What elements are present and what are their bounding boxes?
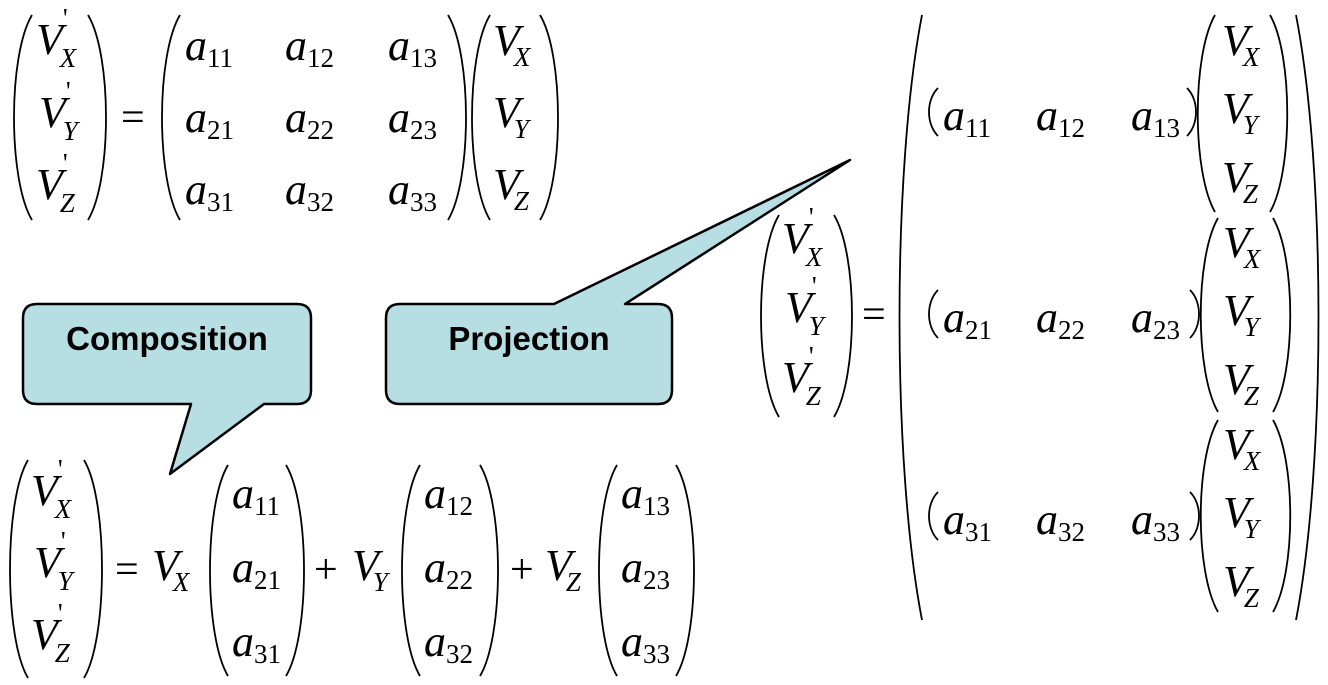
a13: a13 <box>1131 91 1180 143</box>
left-paren <box>161 14 181 221</box>
a13: a13 <box>621 469 670 521</box>
left-paren <box>471 14 491 221</box>
a23: a23 <box>1131 293 1180 345</box>
v-prime-y: V' Y <box>39 76 81 146</box>
right-paren <box>87 14 107 221</box>
a13: a13 <box>388 21 437 73</box>
v3-left-paren <box>1199 419 1219 613</box>
a33: a33 <box>621 617 670 669</box>
v-prime-z: V' Z <box>31 598 71 668</box>
v-prime-z: V' Z <box>782 341 822 411</box>
v-prime-y: V' Y <box>34 526 76 596</box>
composition-callout <box>21 302 313 476</box>
a11: a11 <box>232 469 280 521</box>
v-z-coefficient: VZ <box>545 541 582 597</box>
v-x: VX <box>1222 16 1261 72</box>
a21: a21 <box>943 293 992 345</box>
equals-sign: = <box>115 547 139 593</box>
equation-composition: V' X V' Y V' Z = VX a11 a21 a31 + VY a12 a2… <box>9 454 695 679</box>
v-y: VY <box>493 88 532 144</box>
a12: a12 <box>285 21 334 73</box>
a31: a31 <box>185 165 234 217</box>
a21: a21 <box>185 93 234 145</box>
right-paren <box>479 464 499 677</box>
a12: a12 <box>1036 91 1085 143</box>
v-z: VZ <box>1223 355 1260 411</box>
composition-label: Composition <box>66 320 268 357</box>
a22: a22 <box>285 93 334 145</box>
v-x-coefficient: VX <box>152 541 191 597</box>
left-paren <box>598 464 618 677</box>
v-z: VZ <box>1223 557 1260 613</box>
a33: a33 <box>1131 495 1180 547</box>
projection-callout <box>384 158 852 406</box>
v1-left-paren <box>1196 14 1216 213</box>
right-paren <box>675 464 695 677</box>
a31: a31 <box>943 495 992 547</box>
v-prime-x: V' X <box>36 3 78 73</box>
left-paren <box>13 14 33 221</box>
v3-right-paren <box>1272 419 1292 613</box>
a22: a22 <box>1036 293 1085 345</box>
v-prime-z: V' Z <box>36 148 76 218</box>
a32: a32 <box>285 165 334 217</box>
v-x: VX <box>1223 218 1262 274</box>
left-paren <box>209 464 229 677</box>
right-paren <box>83 459 103 679</box>
outer-right-paren <box>1295 14 1320 621</box>
row-1-left-paren <box>928 87 939 137</box>
a32: a32 <box>424 617 473 669</box>
a12: a12 <box>424 469 473 521</box>
v1-right-paren <box>1269 14 1289 213</box>
a23: a23 <box>388 93 437 145</box>
right-paren <box>447 14 467 221</box>
left-paren <box>401 464 421 677</box>
left-paren <box>9 459 29 679</box>
v-z: VZ <box>1222 153 1259 209</box>
v-prime-y: V' Y <box>785 271 827 341</box>
row-2-right-paren <box>1189 289 1200 339</box>
plus-sign: + <box>510 547 534 593</box>
left-paren <box>760 214 780 418</box>
v-y-coefficient: VY <box>352 541 391 597</box>
plus-sign: + <box>314 547 338 593</box>
row-2-left-paren <box>928 289 939 339</box>
projection-label: Projection <box>448 320 609 357</box>
a23: a23 <box>621 543 670 595</box>
a11: a11 <box>943 91 991 143</box>
v2-left-paren <box>1199 217 1219 413</box>
a31: a31 <box>232 617 281 669</box>
row-3-right-paren <box>1189 491 1200 541</box>
v-y: VY <box>1223 286 1262 342</box>
a33: a33 <box>388 165 437 217</box>
a22: a22 <box>424 543 473 595</box>
outer-left-paren <box>898 14 923 621</box>
v-x: VX <box>493 16 532 72</box>
a32: a32 <box>1036 495 1085 547</box>
row-1-right-paren <box>1186 87 1197 137</box>
v-prime-x: V' X <box>782 202 824 272</box>
v-y: VY <box>1222 84 1261 140</box>
equation-matrix-product: V' X V' Y V' Z = a11 a12 a13 a21 a22 a23 a3… <box>13 3 559 221</box>
equals-sign: = <box>121 95 145 141</box>
right-paren <box>285 464 305 677</box>
v-z: VZ <box>493 160 530 216</box>
v2-right-paren <box>1272 217 1292 413</box>
a21: a21 <box>232 543 281 595</box>
row-3-left-paren <box>928 491 939 541</box>
a11: a11 <box>185 21 233 73</box>
right-paren <box>539 14 559 221</box>
equation-projection: V' X V' Y V' Z = a11 a12 a13 VX VY VZ a21 a… <box>760 14 1320 621</box>
v-prime-x: V' X <box>31 454 73 524</box>
v-x: VX <box>1223 420 1262 476</box>
equals-sign: = <box>862 292 886 338</box>
v-y: VY <box>1223 488 1262 544</box>
right-paren <box>833 214 853 418</box>
